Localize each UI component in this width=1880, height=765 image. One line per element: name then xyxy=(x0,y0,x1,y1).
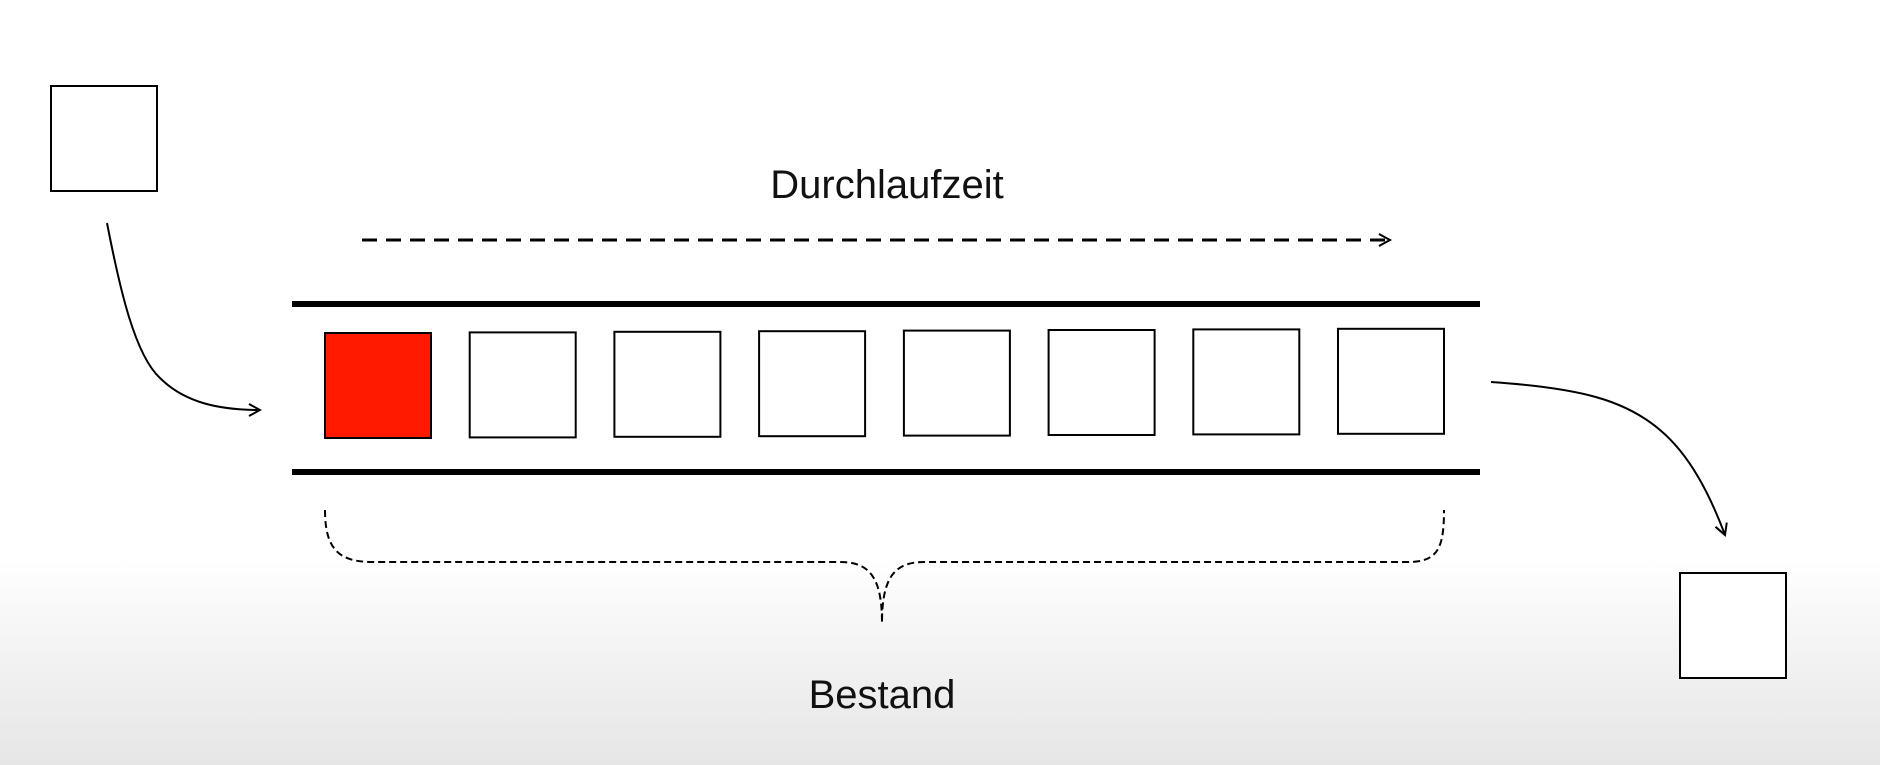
incoming-item-box xyxy=(50,85,158,192)
inventory-label: Bestand xyxy=(809,673,956,717)
inventory-brace xyxy=(324,509,1445,624)
inflow-arrow xyxy=(106,222,260,410)
conveyor-item xyxy=(468,331,577,439)
outflow-arrow xyxy=(1490,381,1725,535)
lead-time-label: Durchlaufzeit xyxy=(770,163,1003,207)
conveyor-slots xyxy=(324,327,1445,439)
outgoing-item-box xyxy=(1679,572,1787,679)
conveyor-item xyxy=(1192,328,1301,436)
conveyor-item xyxy=(902,329,1011,437)
conveyor-item xyxy=(758,330,867,438)
conveyor-item xyxy=(1337,327,1445,435)
conveyor-item xyxy=(613,330,722,438)
highlighted-conveyor-item xyxy=(324,332,432,439)
conveyor-item xyxy=(1047,329,1156,436)
